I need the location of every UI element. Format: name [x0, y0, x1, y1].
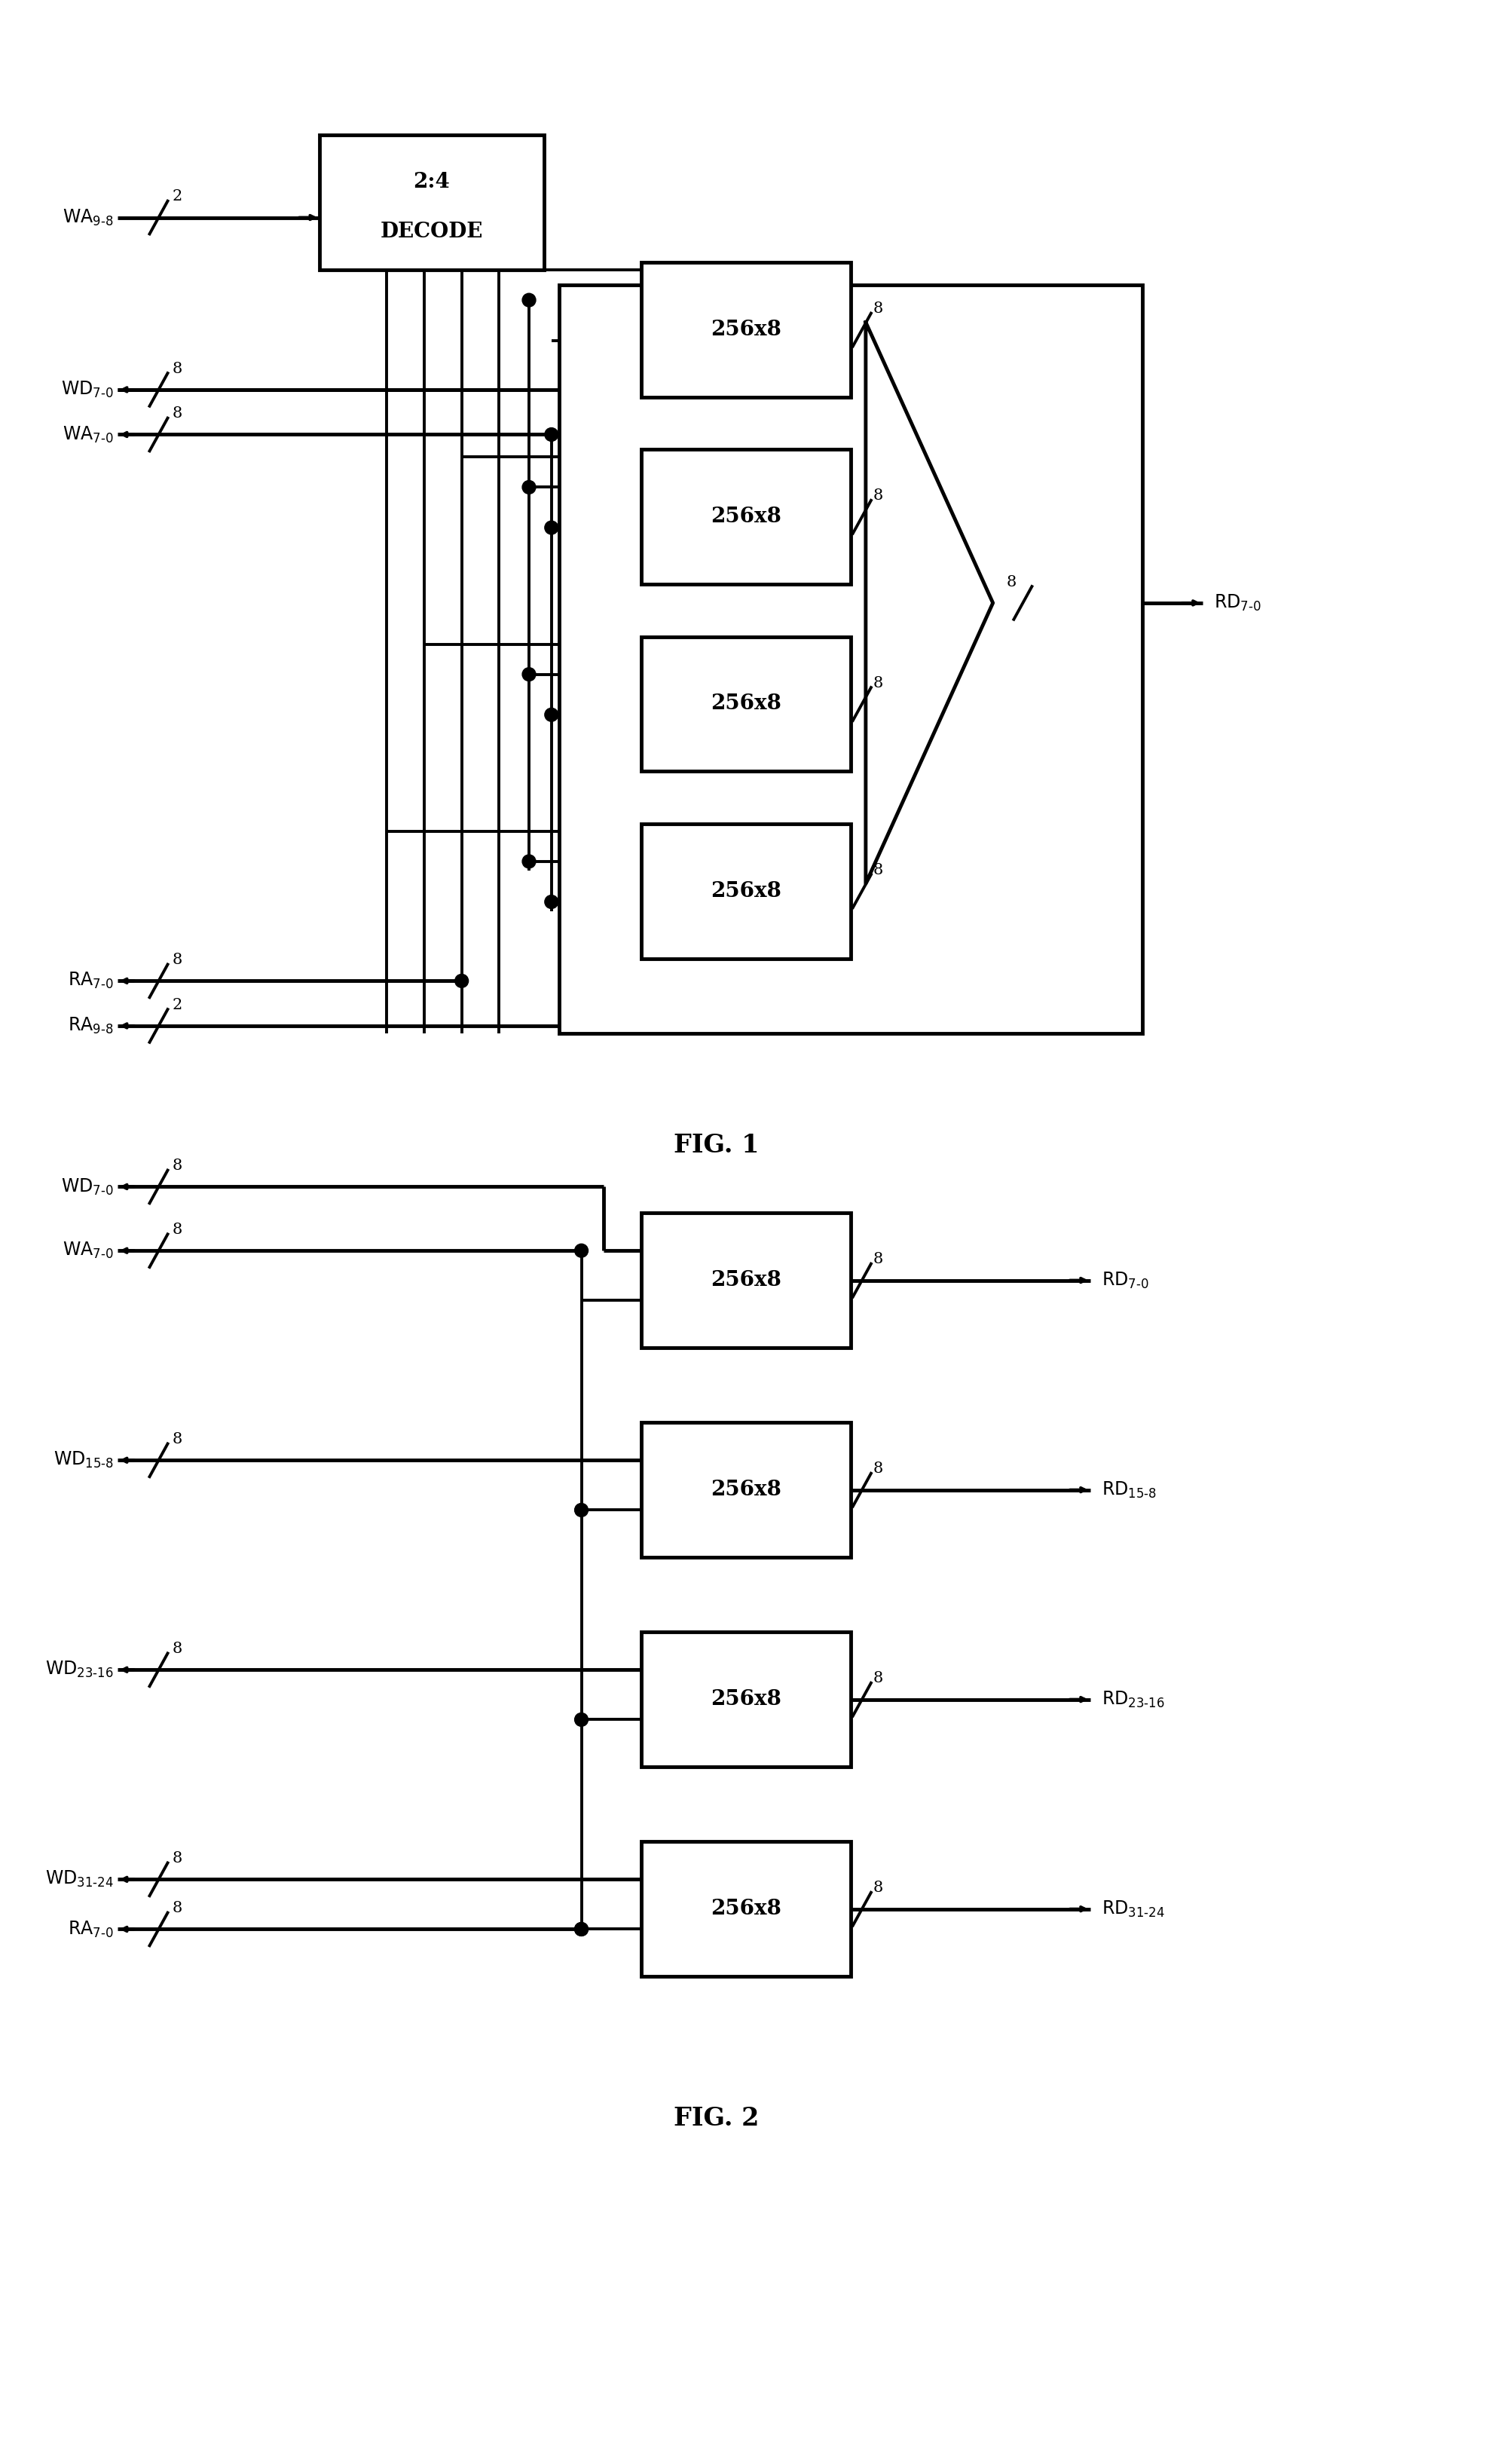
Bar [642, 1631, 850, 1767]
Circle shape [456, 973, 469, 988]
Text: 8: 8 [173, 1222, 182, 1237]
Bar [642, 261, 850, 397]
Circle shape [545, 520, 558, 535]
Bar [320, 136, 543, 271]
Text: $\mathrm{WD}_{23\text{-}16}$: $\mathrm{WD}_{23\text{-}16}$ [45, 1661, 113, 1680]
Text: 2:4: 2:4 [414, 172, 450, 192]
Text: 8: 8 [874, 1880, 883, 1895]
Text: $\mathrm{RD}_{23\text{-}16}$: $\mathrm{RD}_{23\text{-}16}$ [1102, 1690, 1164, 1710]
Circle shape [523, 480, 536, 493]
Text: 8: 8 [173, 1641, 182, 1656]
Text: 8: 8 [173, 954, 182, 966]
Bar [642, 636, 850, 771]
Text: 8: 8 [874, 675, 883, 690]
Text: $\mathrm{WA}_{9\text{-}8}$: $\mathrm{WA}_{9\text{-}8}$ [63, 207, 113, 227]
Circle shape [523, 855, 536, 867]
Text: 256x8: 256x8 [710, 1269, 782, 1291]
Text: $\mathrm{RA}_{9\text{-}8}$: $\mathrm{RA}_{9\text{-}8}$ [68, 1015, 113, 1035]
Text: 8: 8 [1007, 574, 1017, 589]
Text: 256x8: 256x8 [710, 882, 782, 902]
Text: 8: 8 [874, 1671, 883, 1685]
Text: $\mathrm{WA}_{7\text{-}0}$: $\mathrm{WA}_{7\text{-}0}$ [63, 1242, 113, 1262]
Text: 8: 8 [874, 488, 883, 503]
Text: $\mathrm{WD}_{7\text{-}0}$: $\mathrm{WD}_{7\text{-}0}$ [61, 1178, 113, 1198]
Text: 256x8: 256x8 [710, 1481, 782, 1501]
Bar [642, 1422, 850, 1557]
Text: FIG. 1: FIG. 1 [673, 1133, 759, 1158]
Text: $\mathrm{RD}_{7\text{-}0}$: $\mathrm{RD}_{7\text{-}0}$ [1102, 1271, 1148, 1291]
Text: 8: 8 [874, 862, 883, 877]
Bar [642, 448, 850, 584]
Circle shape [523, 293, 536, 308]
Text: 8: 8 [173, 362, 182, 377]
Circle shape [575, 1712, 588, 1727]
Text: 8: 8 [173, 1850, 182, 1865]
Text: $\mathrm{RA}_{7\text{-}0}$: $\mathrm{RA}_{7\text{-}0}$ [68, 1919, 113, 1939]
Circle shape [575, 1503, 588, 1518]
Text: $\mathrm{WD}_{7\text{-}0}$: $\mathrm{WD}_{7\text{-}0}$ [61, 379, 113, 399]
Text: 8: 8 [874, 1461, 883, 1476]
Circle shape [545, 429, 558, 441]
Text: 256x8: 256x8 [710, 508, 782, 527]
Text: 256x8: 256x8 [710, 695, 782, 715]
Text: $\mathrm{WD}_{15\text{-}8}$: $\mathrm{WD}_{15\text{-}8}$ [54, 1451, 113, 1471]
Bar [558, 286, 1142, 1032]
Text: $\mathrm{RD}_{7\text{-}0}$: $\mathrm{RD}_{7\text{-}0}$ [1214, 594, 1261, 614]
Circle shape [575, 1922, 588, 1937]
Text: 2: 2 [173, 190, 182, 205]
Text: $\mathrm{RA}_{7\text{-}0}$: $\mathrm{RA}_{7\text{-}0}$ [68, 971, 113, 991]
Text: 2: 2 [173, 998, 182, 1013]
Text: 8: 8 [173, 1902, 182, 1915]
Bar [642, 1212, 850, 1348]
Circle shape [545, 707, 558, 722]
Text: $\mathrm{RD}_{31\text{-}24}$: $\mathrm{RD}_{31\text{-}24}$ [1102, 1900, 1164, 1919]
Bar [642, 1841, 850, 1976]
Text: 8: 8 [874, 301, 883, 315]
Text: 8: 8 [874, 1252, 883, 1266]
Circle shape [523, 668, 536, 680]
Circle shape [575, 1922, 588, 1937]
Text: 8: 8 [173, 1432, 182, 1446]
Text: DECODE: DECODE [380, 222, 482, 241]
Polygon shape [865, 323, 993, 885]
Circle shape [575, 1244, 588, 1257]
Text: 256x8: 256x8 [710, 320, 782, 340]
Text: $\mathrm{WD}_{31\text{-}24}$: $\mathrm{WD}_{31\text{-}24}$ [45, 1870, 113, 1890]
Text: FIG. 2: FIG. 2 [673, 2107, 759, 2131]
Bar [642, 823, 850, 958]
Text: 256x8: 256x8 [710, 1900, 782, 1919]
Text: 8: 8 [173, 407, 182, 421]
Text: 256x8: 256x8 [710, 1690, 782, 1710]
Text: $\mathrm{RD}_{15\text{-}8}$: $\mathrm{RD}_{15\text{-}8}$ [1102, 1481, 1157, 1501]
Text: $\mathrm{WA}_{7\text{-}0}$: $\mathrm{WA}_{7\text{-}0}$ [63, 424, 113, 444]
Text: 8: 8 [173, 1158, 182, 1173]
Circle shape [545, 894, 558, 909]
